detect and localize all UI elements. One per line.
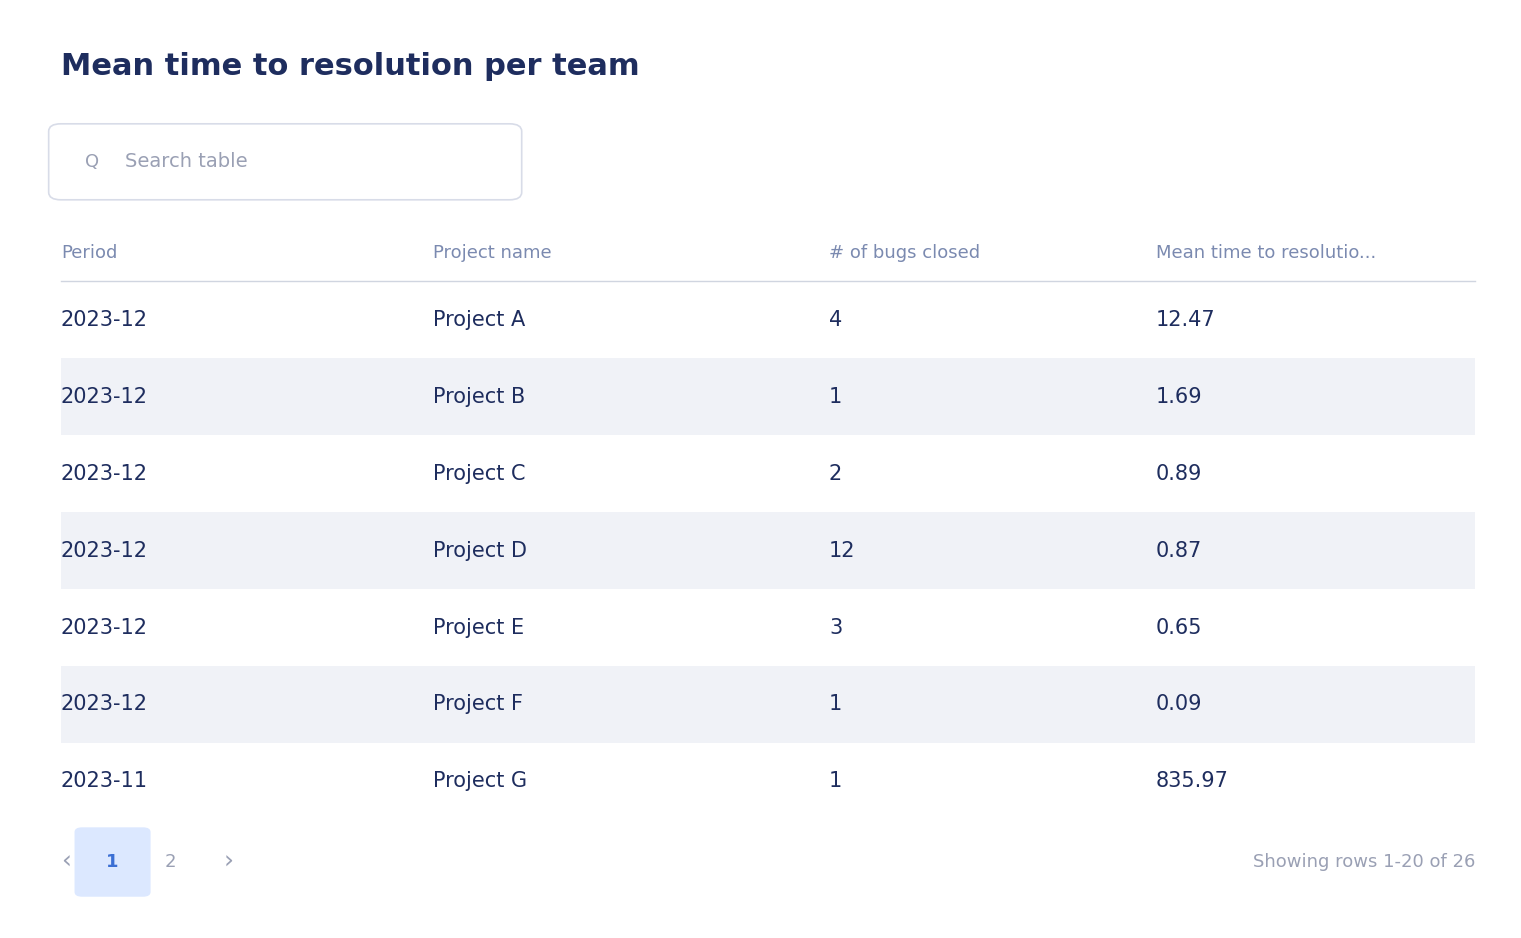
Text: 2: 2 (829, 463, 843, 484)
Text: Project name: Project name (433, 244, 552, 262)
Text: Mean time to resolutio...: Mean time to resolutio... (1156, 244, 1377, 262)
Text: 2023-12: 2023-12 (61, 463, 148, 484)
Text: 2023-12: 2023-12 (61, 310, 148, 330)
FancyBboxPatch shape (49, 124, 522, 200)
Text: 2: 2 (164, 853, 176, 871)
Text: 0.87: 0.87 (1156, 540, 1202, 561)
Text: Project C: Project C (433, 463, 526, 484)
Text: ‹: ‹ (61, 850, 71, 874)
Text: Project A: Project A (433, 310, 526, 330)
Text: Project D: Project D (433, 540, 528, 561)
Text: 12.47: 12.47 (1156, 310, 1215, 330)
Text: 2023-12: 2023-12 (61, 540, 148, 561)
Text: 2023-11: 2023-11 (61, 771, 148, 792)
Text: 0.89: 0.89 (1156, 463, 1202, 484)
Text: # of bugs closed: # of bugs closed (829, 244, 980, 262)
Text: Mean time to resolution per team: Mean time to resolution per team (61, 52, 639, 81)
Text: Q: Q (85, 153, 99, 171)
FancyBboxPatch shape (61, 666, 1475, 743)
Text: 1: 1 (829, 694, 843, 715)
Text: Project G: Project G (433, 771, 528, 792)
Text: 2023-12: 2023-12 (61, 694, 148, 715)
Text: Period: Period (61, 244, 117, 262)
Text: 3: 3 (829, 617, 843, 638)
Text: 2023-12: 2023-12 (61, 617, 148, 638)
Text: Project E: Project E (433, 617, 525, 638)
Text: 0.65: 0.65 (1156, 617, 1203, 638)
Text: Project F: Project F (433, 694, 523, 715)
Text: Search table: Search table (125, 152, 248, 172)
FancyBboxPatch shape (61, 358, 1475, 435)
Text: ›: › (224, 850, 234, 874)
Text: 1: 1 (829, 386, 843, 407)
FancyBboxPatch shape (61, 512, 1475, 589)
Text: 0.09: 0.09 (1156, 694, 1203, 715)
Text: 835.97: 835.97 (1156, 771, 1229, 792)
Text: 12: 12 (829, 540, 855, 561)
FancyBboxPatch shape (75, 827, 151, 897)
Text: Showing rows 1-20 of 26: Showing rows 1-20 of 26 (1253, 853, 1475, 871)
Text: Project B: Project B (433, 386, 526, 407)
Text: 4: 4 (829, 310, 843, 330)
Text: 1: 1 (106, 853, 119, 871)
Text: 1.69: 1.69 (1156, 386, 1203, 407)
Text: 2023-12: 2023-12 (61, 386, 148, 407)
Text: 1: 1 (829, 771, 843, 792)
